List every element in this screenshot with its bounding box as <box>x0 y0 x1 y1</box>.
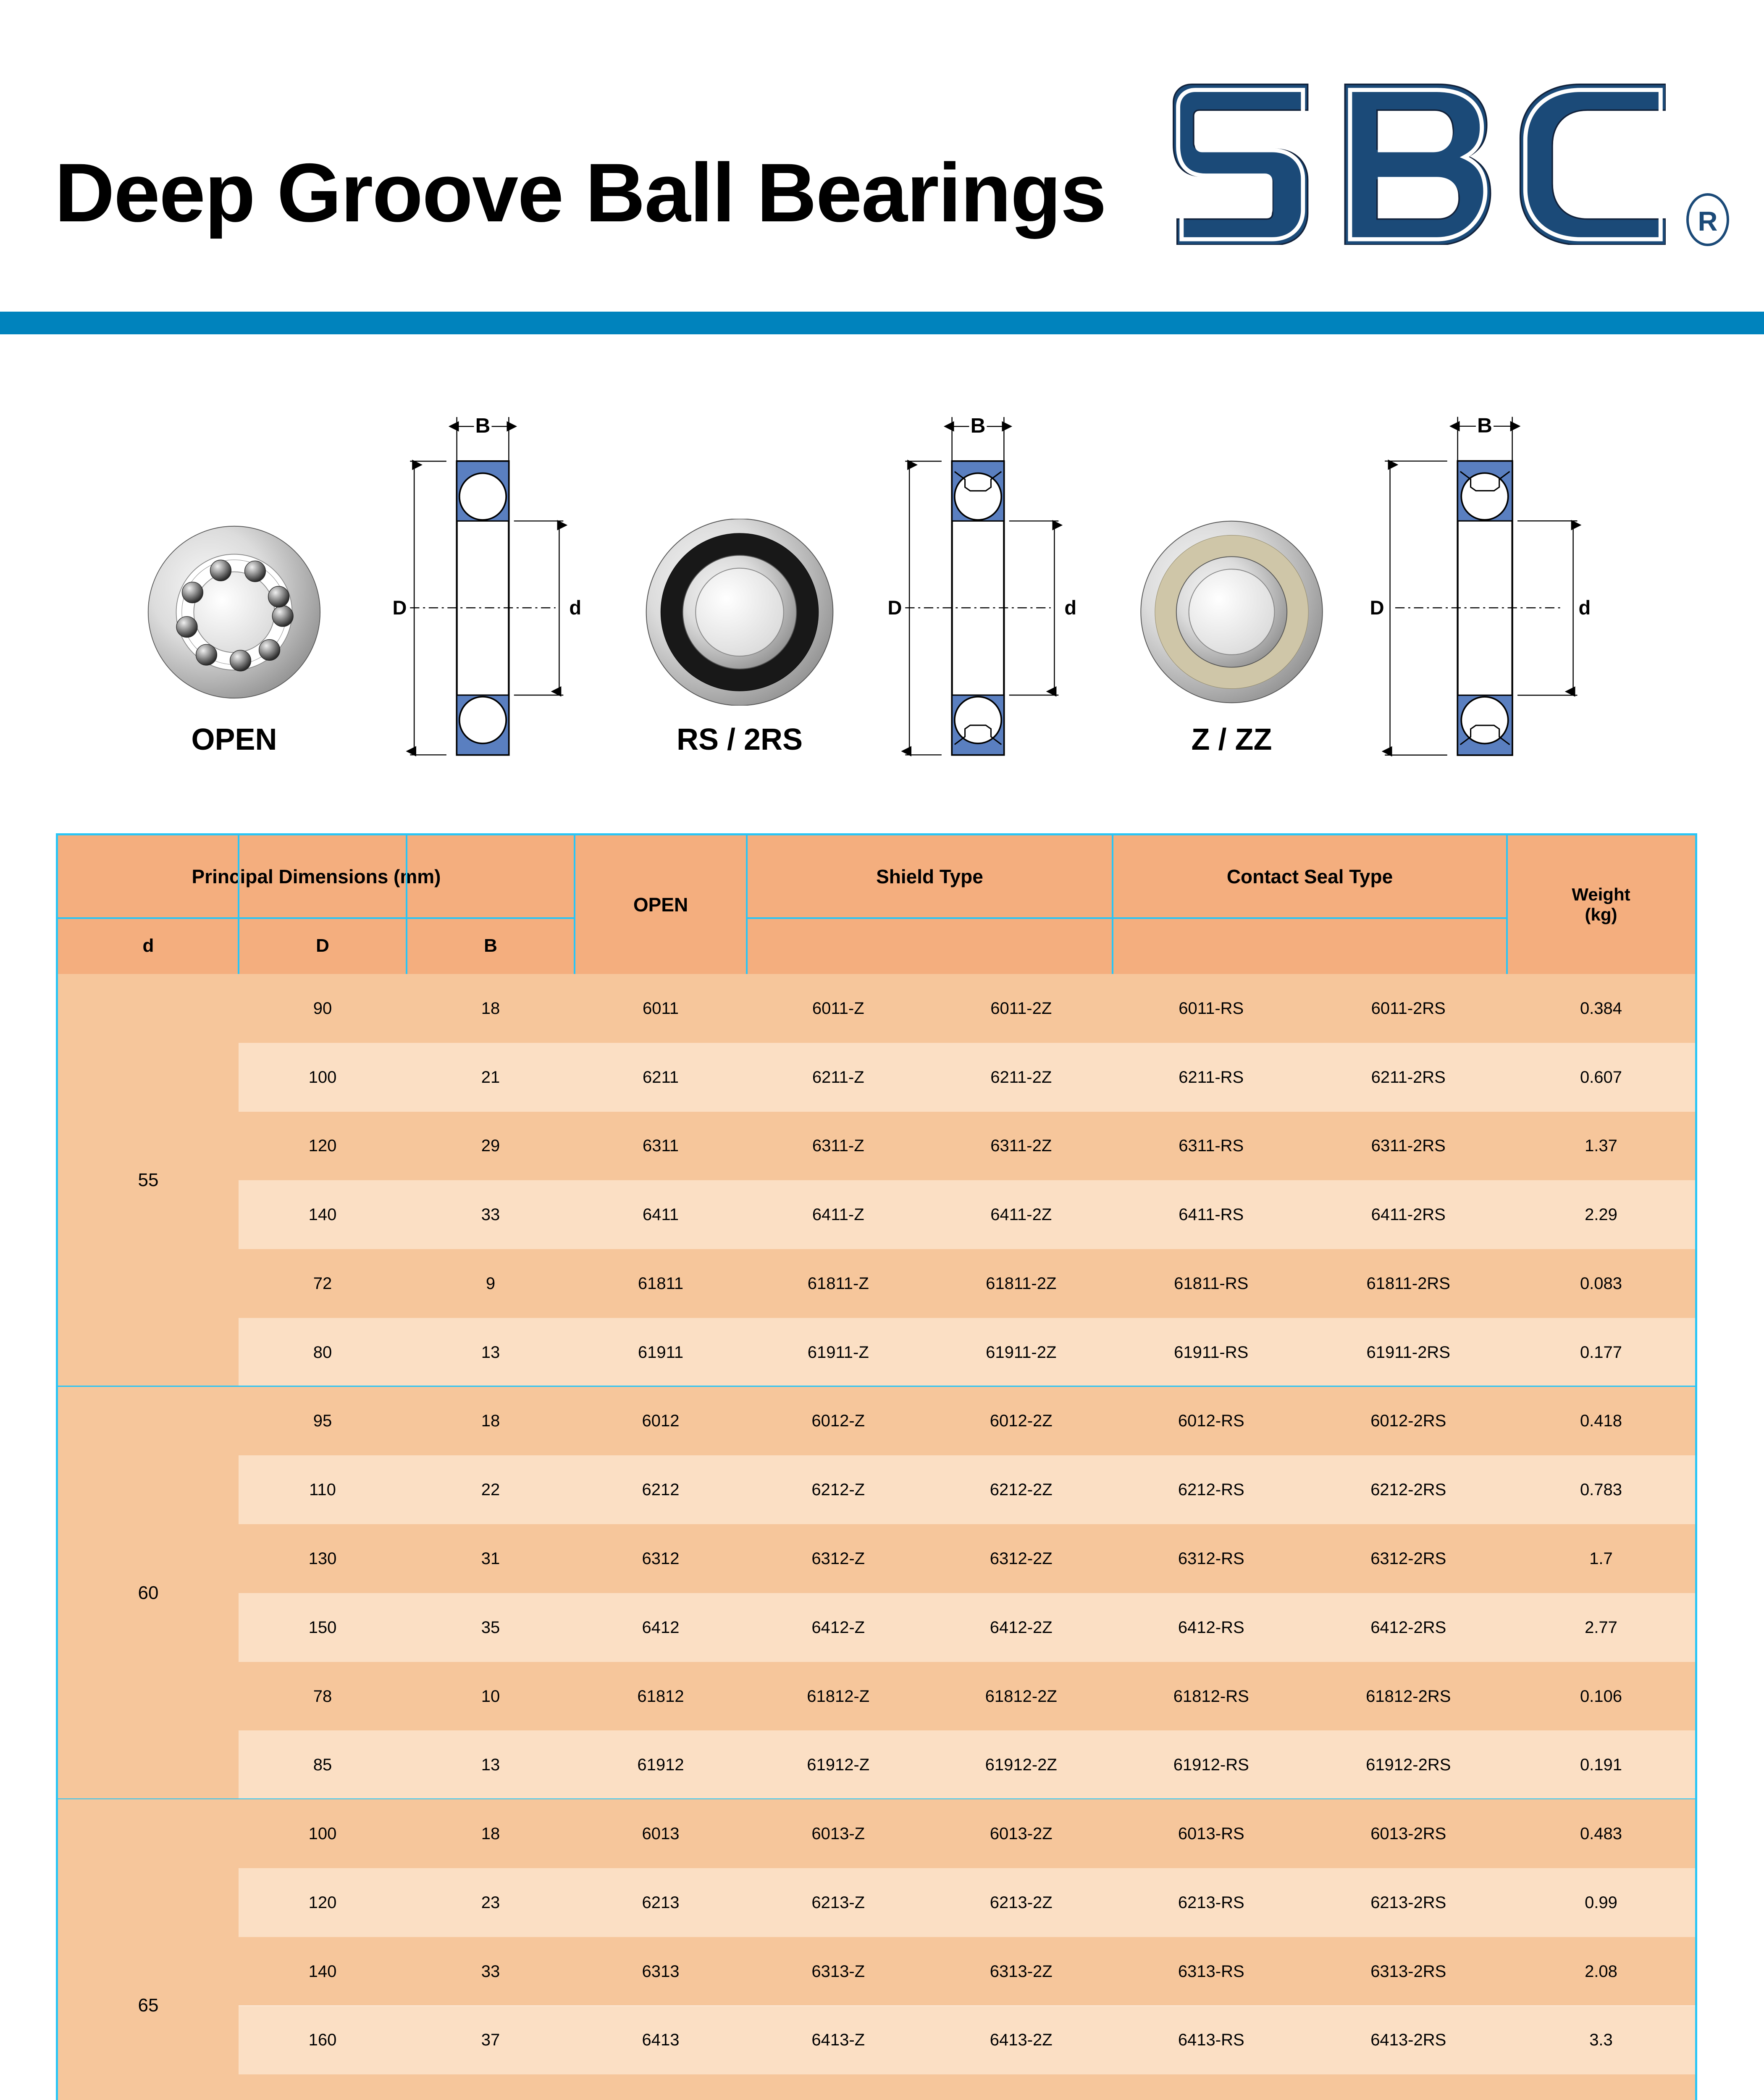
svg-text:B: B <box>475 414 491 437</box>
svg-text:B: B <box>971 414 986 437</box>
svg-text:D: D <box>1370 596 1384 619</box>
svg-text:B: B <box>1477 414 1492 437</box>
svg-text:D: D <box>393 596 407 619</box>
svg-text:d: d <box>569 596 581 619</box>
svg-text:D: D <box>888 596 902 619</box>
svg-text:d: d <box>1578 596 1589 619</box>
svg-text:d: d <box>1064 596 1076 619</box>
svg-text:R: R <box>1698 206 1718 236</box>
